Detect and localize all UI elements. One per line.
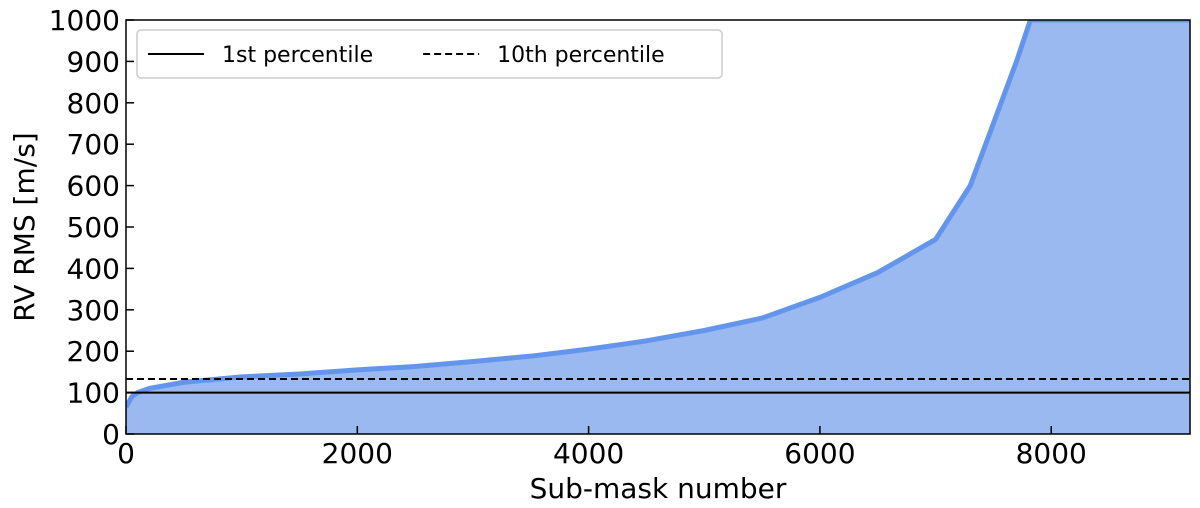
y-tick-label: 400 [67, 252, 120, 285]
x-tick-label: 0 [117, 437, 135, 470]
y-tick-label: 300 [67, 294, 120, 327]
y-tick-label: 1000 [49, 4, 120, 37]
y-tick-label: 900 [67, 45, 120, 78]
y-tick-label: 0 [102, 418, 120, 451]
legend-label: 10th percentile [497, 43, 665, 68]
area-fill [126, 20, 1190, 434]
y-tick-label: 200 [67, 335, 120, 368]
x-tick-label: 6000 [784, 437, 855, 470]
x-tick-label: 4000 [553, 437, 624, 470]
x-tick-label: 2000 [322, 437, 393, 470]
y-tick-label: 500 [67, 211, 120, 244]
y-tick-label: 700 [67, 128, 120, 161]
legend-label: 1st percentile [222, 43, 373, 68]
area-edge [126, 20, 1190, 409]
y-axis-label: RV RMS [m/s] [8, 132, 41, 321]
y-tick-label: 800 [67, 87, 120, 120]
x-axis-label: Sub-mask number [530, 472, 787, 505]
plot-area [126, 20, 1190, 434]
legend: 1st percentile 10th percentile [136, 29, 723, 79]
y-tick-label: 100 [67, 377, 120, 410]
y-tick-label: 600 [67, 170, 120, 203]
x-tick-label: 8000 [1016, 437, 1087, 470]
